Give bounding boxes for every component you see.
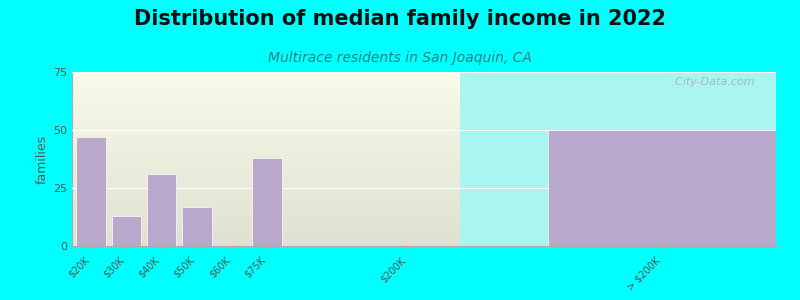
Bar: [72, 240, 460, 243]
Bar: [72, 92, 460, 95]
Bar: [72, 116, 460, 118]
Bar: [72, 179, 460, 182]
Bar: [72, 171, 460, 173]
Bar: [72, 139, 460, 142]
Bar: [72, 104, 460, 107]
Bar: [72, 217, 460, 220]
Bar: [72, 191, 460, 194]
Bar: [72, 188, 460, 191]
Bar: [72, 86, 460, 89]
Bar: [72, 72, 460, 75]
Bar: [72, 101, 460, 104]
Bar: [72, 182, 460, 185]
Bar: [72, 162, 460, 165]
Bar: [72, 75, 460, 78]
Bar: [72, 232, 460, 234]
Bar: [111, 216, 142, 246]
Bar: [72, 185, 460, 188]
Bar: [72, 220, 460, 223]
Bar: [72, 130, 460, 133]
Bar: [72, 153, 460, 156]
Bar: [72, 200, 460, 202]
Bar: [72, 145, 460, 147]
Bar: [72, 165, 460, 168]
Bar: [72, 156, 460, 159]
Bar: [72, 229, 460, 232]
Bar: [182, 207, 211, 246]
Bar: [72, 223, 460, 226]
Bar: [146, 174, 177, 246]
Bar: [72, 133, 460, 136]
Bar: [72, 202, 460, 206]
Bar: [72, 159, 460, 162]
Bar: [72, 84, 460, 86]
Bar: [72, 89, 460, 92]
Bar: [72, 150, 460, 153]
Bar: [72, 98, 460, 101]
Bar: [72, 234, 460, 237]
Bar: [72, 211, 460, 214]
Bar: [72, 194, 460, 197]
Bar: [76, 137, 106, 246]
Bar: [72, 118, 460, 121]
Bar: [72, 176, 460, 179]
Bar: [72, 173, 460, 176]
Bar: [72, 226, 460, 229]
Bar: [72, 81, 460, 84]
Bar: [72, 95, 460, 98]
Bar: [72, 206, 460, 208]
Bar: [72, 147, 460, 150]
Y-axis label: families: families: [36, 134, 49, 184]
Bar: [72, 142, 460, 145]
Bar: [460, 72, 776, 246]
Bar: [72, 237, 460, 240]
Bar: [72, 121, 460, 124]
Text: City-Data.com: City-Data.com: [668, 77, 755, 87]
Bar: [72, 168, 460, 171]
Bar: [252, 158, 282, 246]
Bar: [72, 127, 460, 130]
Bar: [72, 78, 460, 81]
Bar: [72, 208, 460, 211]
Bar: [72, 124, 460, 127]
Text: Distribution of median family income in 2022: Distribution of median family income in …: [134, 9, 666, 29]
Bar: [72, 243, 460, 246]
Bar: [72, 110, 460, 112]
Bar: [72, 214, 460, 217]
Bar: [72, 112, 460, 116]
Text: Multirace residents in San Joaquin, CA: Multirace residents in San Joaquin, CA: [268, 51, 532, 65]
Bar: [72, 107, 460, 110]
Bar: [548, 130, 776, 246]
Bar: [72, 136, 460, 139]
Bar: [72, 197, 460, 200]
